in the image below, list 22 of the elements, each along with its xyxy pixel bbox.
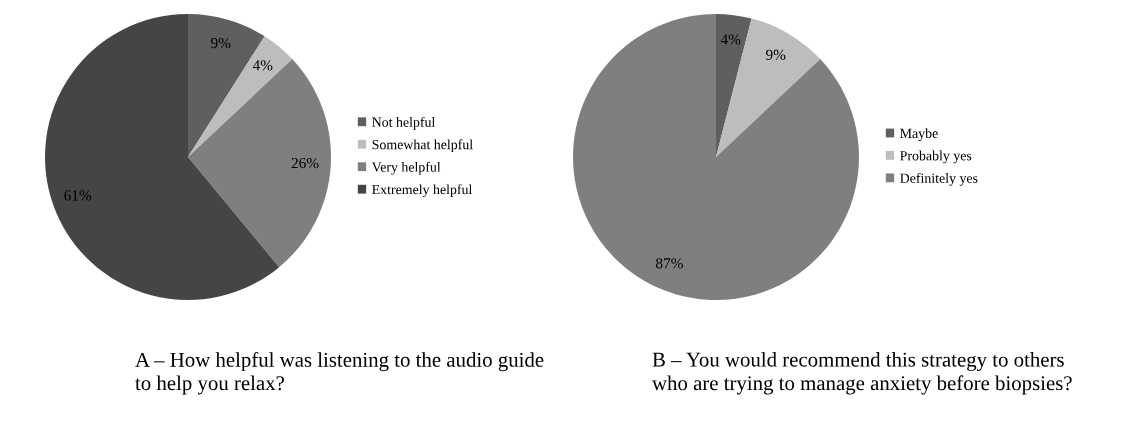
pie-slice: [45, 14, 280, 300]
data-label: 26%: [291, 157, 319, 169]
legend-label: Definitely yes: [900, 172, 978, 186]
legend-label: Extremely helpful: [372, 184, 473, 198]
pie-slice: [573, 14, 859, 300]
legend-label: Maybe: [900, 128, 938, 141]
pie-slice: [716, 18, 821, 157]
legend-label: Very helpful: [371, 161, 441, 175]
data-label: 4%: [252, 60, 273, 71]
legend-label: Not helpful: [372, 116, 436, 130]
data-label: 61%: [64, 190, 92, 201]
data-label: 4%: [720, 34, 741, 45]
data-label: 87%: [656, 258, 683, 269]
pie-slice: [188, 36, 293, 157]
pie-slice: [188, 59, 331, 268]
text: B – You would recommend this strategy to others who are trying to manage anxiety before biopsies?: [652, 352, 1072, 395]
data-label: 9%: [766, 49, 786, 60]
text: A – How helpful was listening to the audio guide to help you relax?: [135, 352, 544, 395]
data-label: 9%: [211, 37, 231, 49]
pie-slice: [716, 14, 752, 157]
legend-label: Somewhat helpful: [372, 139, 473, 153]
legend-label: Probably yes: [900, 150, 972, 164]
